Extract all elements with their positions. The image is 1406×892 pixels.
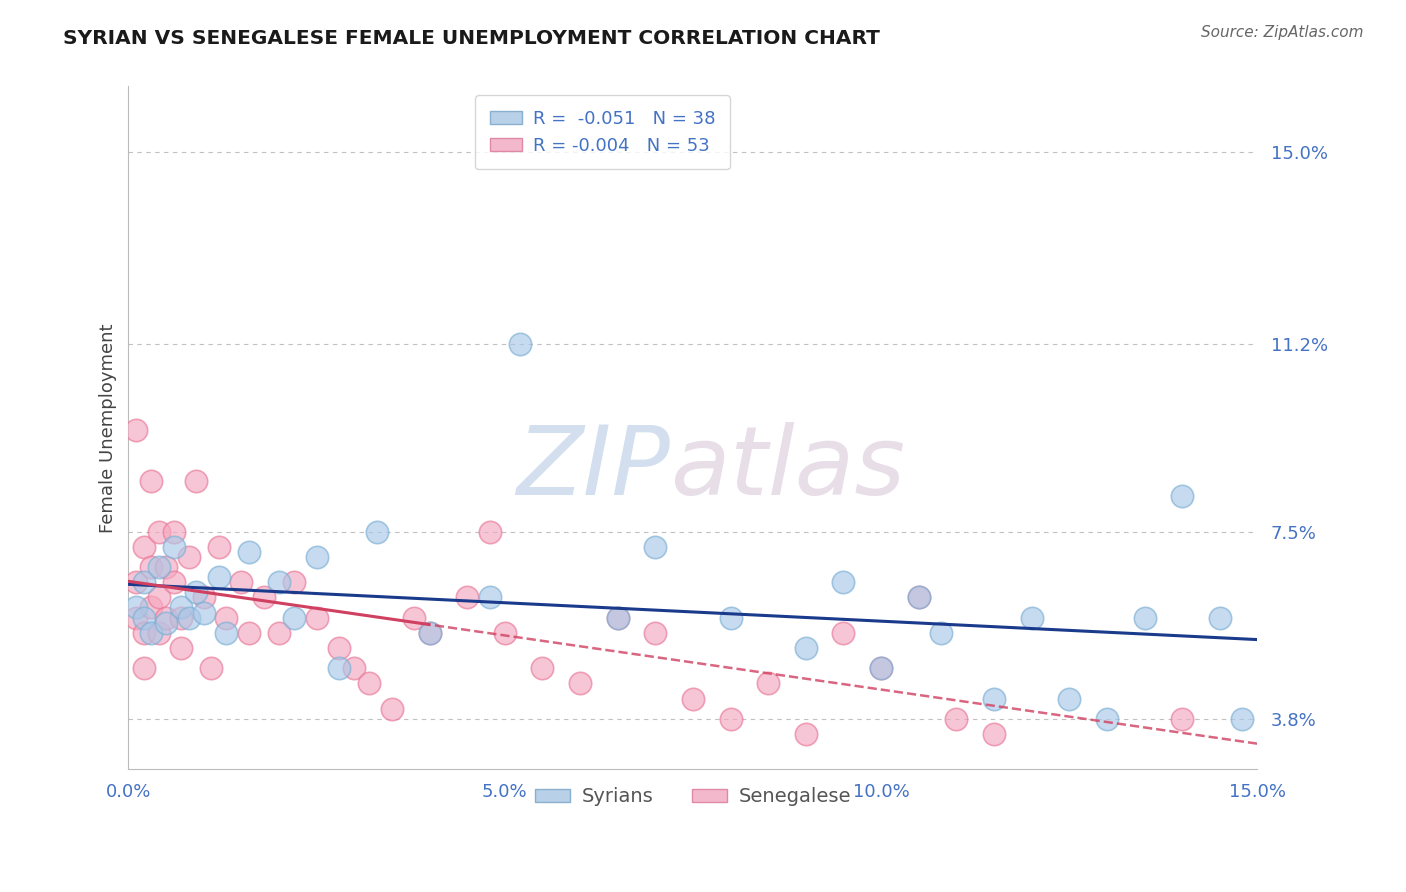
Point	[381, 701, 404, 715]
Point	[200, 661, 222, 675]
Point	[945, 712, 967, 726]
Point	[253, 591, 276, 605]
Point	[148, 524, 170, 539]
Point	[267, 575, 290, 590]
Text: Source: ZipAtlas.com: Source: ZipAtlas.com	[1201, 25, 1364, 40]
Point	[186, 585, 208, 599]
Point	[132, 661, 155, 675]
Point	[170, 640, 193, 655]
Point	[494, 625, 516, 640]
Point	[177, 610, 200, 624]
Point	[170, 600, 193, 615]
Point	[832, 625, 855, 640]
Point	[478, 524, 501, 539]
Point	[132, 575, 155, 590]
Point	[305, 610, 328, 624]
Point	[162, 524, 184, 539]
Point	[1021, 610, 1043, 624]
Point	[132, 610, 155, 624]
Point	[569, 676, 592, 690]
Point	[139, 600, 162, 615]
Point	[929, 625, 952, 640]
Point	[531, 661, 554, 675]
Point	[155, 610, 177, 624]
Text: SYRIAN VS SENEGALESE FEMALE UNEMPLOYMENT CORRELATION CHART: SYRIAN VS SENEGALESE FEMALE UNEMPLOYMENT…	[63, 29, 880, 47]
Text: ZIP: ZIP	[516, 422, 671, 516]
Point	[404, 610, 426, 624]
Point	[907, 591, 929, 605]
Point	[1171, 712, 1194, 726]
Point	[1209, 610, 1232, 624]
Point	[794, 727, 817, 741]
Point	[193, 591, 215, 605]
Point	[155, 615, 177, 630]
Point	[907, 591, 929, 605]
Point	[983, 727, 1005, 741]
Point	[720, 610, 742, 624]
Point	[509, 337, 531, 351]
Point	[756, 676, 779, 690]
Point	[155, 560, 177, 574]
Point	[231, 575, 253, 590]
Point	[794, 640, 817, 655]
Text: atlas: atlas	[671, 422, 905, 516]
Point	[418, 625, 440, 640]
Point	[148, 560, 170, 574]
Point	[267, 625, 290, 640]
Point	[170, 610, 193, 624]
Point	[832, 575, 855, 590]
Y-axis label: Female Unemployment: Female Unemployment	[100, 323, 117, 533]
Point	[125, 600, 148, 615]
Point	[132, 625, 155, 640]
Point	[125, 575, 148, 590]
Point	[148, 625, 170, 640]
Point	[139, 560, 162, 574]
Point	[1133, 610, 1156, 624]
Point	[162, 540, 184, 554]
Point	[870, 661, 893, 675]
Point	[328, 661, 350, 675]
Point	[343, 661, 366, 675]
Point	[456, 591, 478, 605]
Point	[132, 540, 155, 554]
Point	[305, 549, 328, 564]
Point	[177, 549, 200, 564]
Point	[208, 540, 231, 554]
Point	[148, 591, 170, 605]
Point	[125, 423, 148, 437]
Point	[682, 691, 704, 706]
Point	[193, 606, 215, 620]
Point	[606, 610, 628, 624]
Point	[1057, 691, 1080, 706]
Point	[870, 661, 893, 675]
Point	[478, 591, 501, 605]
Point	[186, 474, 208, 488]
Point	[215, 625, 238, 640]
Point	[238, 545, 260, 559]
Legend: Syrians, Senegalese: Syrians, Senegalese	[527, 780, 859, 814]
Point	[139, 474, 162, 488]
Point	[644, 625, 666, 640]
Point	[1095, 712, 1118, 726]
Point	[283, 610, 305, 624]
Point	[283, 575, 305, 590]
Point	[366, 524, 388, 539]
Point	[359, 676, 381, 690]
Point	[215, 610, 238, 624]
Point	[1171, 489, 1194, 503]
Point	[720, 712, 742, 726]
Point	[328, 640, 350, 655]
Point	[418, 625, 440, 640]
Point	[139, 625, 162, 640]
Point	[162, 575, 184, 590]
Point	[983, 691, 1005, 706]
Point	[125, 610, 148, 624]
Point	[606, 610, 628, 624]
Point	[238, 625, 260, 640]
Point	[644, 540, 666, 554]
Point	[208, 570, 231, 584]
Point	[1232, 712, 1254, 726]
